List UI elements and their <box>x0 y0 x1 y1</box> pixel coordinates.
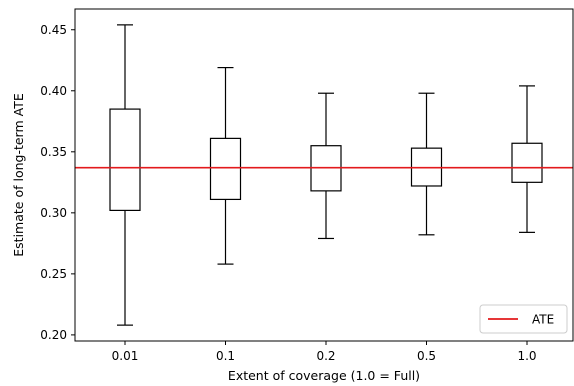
box-iqr <box>511 142 543 183</box>
x-axis-ticks: 0.01 0.1 0.2 0.5 1.0 <box>112 341 537 363</box>
box-0.01 <box>109 24 141 326</box>
x-axis-label: Extent of coverage (1.0 = Full) <box>228 368 420 383</box>
y-tick-label: 0.40 <box>40 84 67 98</box>
box-1.0 <box>511 85 543 233</box>
plot-area-frame <box>74 8 574 342</box>
box-iqr <box>209 137 242 201</box>
y-axis-label: Estimate of long-term ATE <box>11 93 26 257</box>
x-tick-label: 0.1 <box>216 349 235 363</box>
box-0.2 <box>310 92 342 240</box>
y-axis-ticks: 0.20 0.25 0.30 0.35 0.40 0.45 <box>40 23 75 342</box>
box-iqr <box>109 108 141 211</box>
y-tick-label: 0.25 <box>40 267 67 281</box>
box-0.5 <box>410 92 443 236</box>
boxes <box>109 24 543 326</box>
x-tick-label: 0.5 <box>417 349 436 363</box>
x-tick-label: 0.2 <box>316 349 335 363</box>
legend-box <box>479 304 568 334</box>
legend-label-ate: ATE <box>532 313 554 327</box>
legend: ATE <box>479 304 568 334</box>
x-tick-label: 0.01 <box>112 349 139 363</box>
y-tick-label: 0.30 <box>40 206 67 220</box>
y-tick-label: 0.45 <box>40 23 67 37</box>
y-tick-label: 0.35 <box>40 145 67 159</box>
x-tick-label: 1.0 <box>517 349 536 363</box>
box-0.1 <box>209 66 242 265</box>
y-tick-label: 0.20 <box>40 328 67 342</box>
